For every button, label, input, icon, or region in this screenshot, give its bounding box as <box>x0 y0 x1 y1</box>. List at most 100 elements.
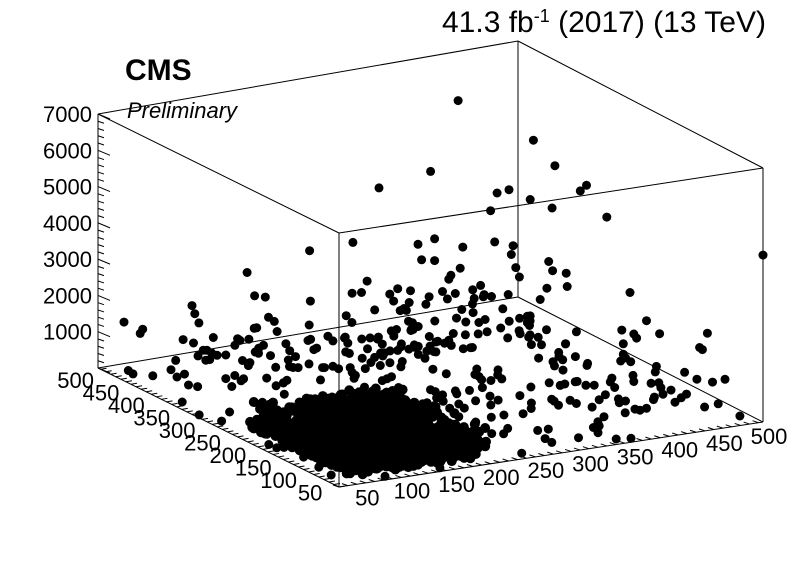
y-minor-tick <box>237 435 244 438</box>
data-point <box>318 363 328 373</box>
data-point-scatter <box>362 276 372 286</box>
data-point-scatter <box>262 373 272 383</box>
z-tick-label: 2000 <box>43 283 92 308</box>
data-point-scatter <box>352 446 362 456</box>
data-point-scatter <box>499 410 509 420</box>
z-minor-tick <box>97 244 105 248</box>
data-point-scatter <box>561 268 571 278</box>
data-point <box>514 272 524 282</box>
data-point-scatter <box>626 433 636 443</box>
data-point-scatter <box>366 358 376 367</box>
data-point <box>651 361 661 371</box>
x-minor-tick <box>457 465 465 469</box>
x-minor-tick <box>422 470 429 474</box>
data-point-core <box>379 416 390 427</box>
x-minor-tick <box>609 442 616 446</box>
data-point-scatter <box>327 392 337 402</box>
y-minor-tick <box>201 417 209 420</box>
data-point <box>430 256 440 266</box>
data-point-scatter <box>487 292 496 301</box>
data-point <box>526 404 536 413</box>
frame-edge <box>338 167 764 234</box>
data-point <box>230 371 240 380</box>
z-tick-label: 7000 <box>43 102 92 127</box>
data-point-scatter <box>221 374 231 384</box>
data-point-scatter <box>341 414 351 424</box>
data-point-scatter <box>435 463 445 473</box>
data-point-scatter <box>375 361 385 370</box>
data-point-scatter <box>611 434 621 444</box>
data-point-scatter <box>320 430 330 440</box>
y-minor-tick <box>141 387 148 390</box>
y-minor-tick <box>181 407 188 410</box>
data-point-core <box>369 411 380 422</box>
y-tick-label: 50 <box>298 481 322 506</box>
data-point-core <box>403 411 414 422</box>
data-point-core <box>370 383 381 394</box>
data-point-core <box>321 450 332 461</box>
y-minor-tick <box>267 450 275 453</box>
x-minor-tick <box>413 472 420 476</box>
y-minor-tick <box>252 442 259 445</box>
data-point-scatter <box>485 391 495 401</box>
data-point-scatter <box>413 349 423 359</box>
x-minor-tick <box>734 422 741 426</box>
frame-edge <box>517 40 764 169</box>
data-point-scatter <box>511 263 521 273</box>
z-minor-tick <box>97 120 105 124</box>
data-point <box>282 375 292 385</box>
data-point-scatter <box>420 353 430 363</box>
data-point <box>281 339 291 349</box>
data-point-scatter <box>540 434 550 444</box>
data-point <box>374 183 384 193</box>
data-point-scatter <box>554 352 564 361</box>
x-minor-tick <box>663 433 670 437</box>
y-minor-tick <box>105 370 112 373</box>
data-point <box>528 135 538 145</box>
x-minor-tick <box>564 448 572 452</box>
data-point-scatter <box>180 369 189 379</box>
data-point-scatter <box>570 352 580 362</box>
data-point-core <box>469 439 480 450</box>
data-point-scatter <box>298 417 308 427</box>
data-point-scatter <box>397 393 407 403</box>
data-point-scatter <box>476 280 486 290</box>
data-point-scatter <box>469 424 479 434</box>
data-point-scatter <box>322 442 332 452</box>
z-tick-label: 5000 <box>43 175 92 200</box>
data-point-scatter <box>385 358 395 368</box>
data-point-scatter <box>295 406 305 415</box>
z-major-tick <box>97 113 111 120</box>
data-point <box>442 294 452 304</box>
data-point-scatter <box>548 266 558 276</box>
data-point-core <box>312 427 322 438</box>
data-point <box>266 351 275 361</box>
data-point-core <box>357 389 368 400</box>
data-point-scatter <box>503 290 513 299</box>
data-point <box>692 374 702 384</box>
data-point <box>469 293 479 303</box>
data-point-scatter <box>525 316 535 326</box>
data-point-scatter <box>304 320 314 330</box>
lumi-exponent: -1 <box>534 6 550 26</box>
y-minor-tick <box>156 395 163 398</box>
data-point-scatter <box>635 405 645 415</box>
data-point <box>421 299 431 309</box>
data-point-scatter <box>574 433 583 443</box>
data-point <box>285 346 295 356</box>
y-minor-tick <box>100 367 107 370</box>
z-minor-tick <box>97 215 105 219</box>
data-point-core <box>443 441 454 452</box>
data-point-scatter <box>208 333 218 342</box>
z-major-tick <box>97 186 111 193</box>
data-point-scatter <box>357 288 366 297</box>
x-tick-label: 400 <box>661 438 698 463</box>
data-point-scatter <box>360 382 369 392</box>
data-point-scatter <box>393 284 403 294</box>
data-point <box>305 246 315 256</box>
y-minor-tick <box>338 485 346 488</box>
data-point-scatter <box>357 422 367 432</box>
x-minor-tick <box>466 463 474 467</box>
data-point <box>583 358 593 368</box>
